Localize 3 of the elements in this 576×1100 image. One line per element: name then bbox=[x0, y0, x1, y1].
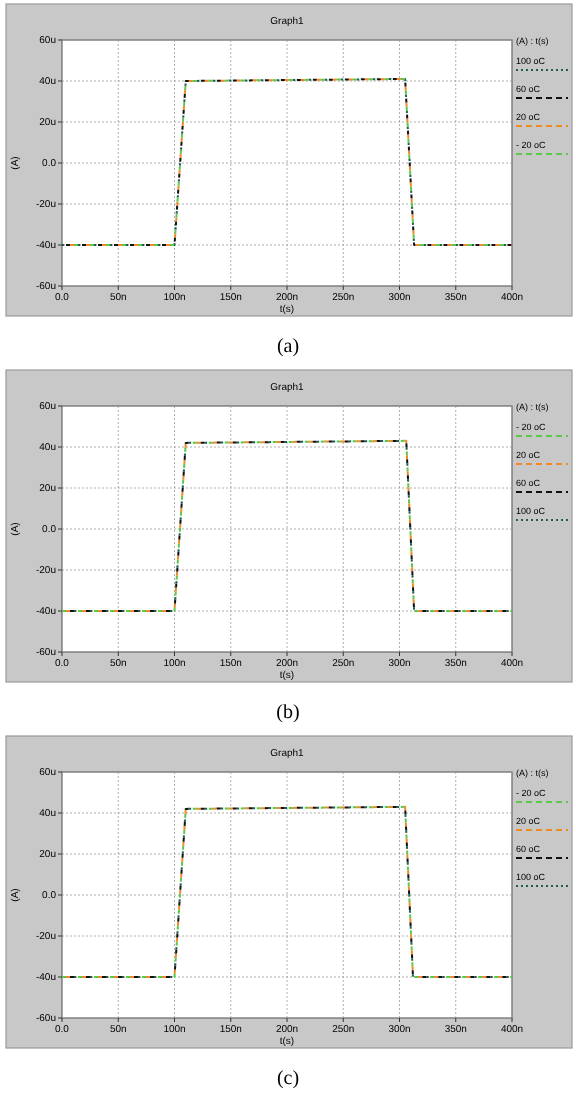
text: (a) bbox=[276, 336, 300, 358]
text: (c) bbox=[276, 1068, 300, 1090]
text: (b) bbox=[276, 702, 300, 724]
